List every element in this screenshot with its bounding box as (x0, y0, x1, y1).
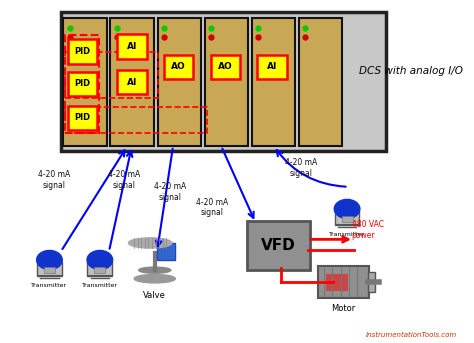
Circle shape (87, 250, 113, 270)
FancyBboxPatch shape (157, 19, 201, 146)
Text: AO: AO (171, 62, 186, 71)
FancyBboxPatch shape (257, 55, 287, 79)
Text: PID: PID (74, 47, 91, 56)
FancyBboxPatch shape (157, 243, 175, 260)
Text: 4-20 mA
signal: 4-20 mA signal (38, 170, 70, 190)
FancyBboxPatch shape (252, 19, 295, 146)
Text: Motor: Motor (331, 304, 356, 313)
FancyBboxPatch shape (110, 19, 154, 146)
FancyBboxPatch shape (44, 267, 55, 273)
FancyBboxPatch shape (318, 266, 369, 298)
FancyBboxPatch shape (211, 55, 240, 79)
Text: AI: AI (127, 42, 137, 51)
Ellipse shape (139, 267, 171, 273)
Circle shape (36, 250, 62, 270)
Text: AI: AI (127, 78, 137, 87)
Text: Transmitter: Transmitter (31, 283, 67, 288)
FancyBboxPatch shape (327, 274, 348, 291)
Text: 4-20 mA
signal: 4-20 mA signal (285, 158, 318, 178)
FancyBboxPatch shape (335, 211, 359, 225)
FancyBboxPatch shape (68, 72, 97, 96)
Text: AO: AO (219, 62, 233, 71)
Text: 4-20 mA
signal: 4-20 mA signal (154, 182, 186, 202)
Ellipse shape (134, 274, 175, 283)
FancyBboxPatch shape (63, 19, 107, 146)
Text: Valve: Valve (143, 291, 166, 299)
Text: VFD: VFD (261, 238, 296, 253)
Text: PID: PID (74, 114, 91, 122)
FancyBboxPatch shape (37, 262, 62, 276)
Text: 4-20 mA
signal: 4-20 mA signal (108, 170, 140, 190)
Text: PID: PID (74, 79, 91, 88)
Text: Transmitter: Transmitter (82, 283, 118, 288)
FancyBboxPatch shape (164, 55, 193, 79)
FancyBboxPatch shape (368, 272, 374, 292)
FancyBboxPatch shape (88, 262, 112, 276)
Text: InstrumentationTools.com: InstrumentationTools.com (366, 332, 457, 338)
FancyBboxPatch shape (247, 221, 310, 270)
Text: 4-20 mA
signal: 4-20 mA signal (196, 198, 228, 217)
FancyBboxPatch shape (205, 19, 248, 146)
FancyBboxPatch shape (342, 216, 353, 222)
FancyBboxPatch shape (117, 34, 146, 59)
Text: AI: AI (267, 62, 277, 71)
FancyBboxPatch shape (68, 39, 97, 64)
Text: DCS with analog I/O: DCS with analog I/O (359, 66, 463, 76)
Text: Transmitter: Transmitter (329, 232, 365, 237)
FancyBboxPatch shape (299, 19, 343, 146)
FancyBboxPatch shape (117, 70, 146, 94)
FancyBboxPatch shape (94, 267, 105, 273)
FancyBboxPatch shape (68, 106, 97, 130)
Circle shape (334, 199, 360, 218)
FancyBboxPatch shape (61, 12, 386, 151)
Text: 480 VAC
power: 480 VAC power (352, 221, 383, 240)
Ellipse shape (128, 238, 172, 248)
